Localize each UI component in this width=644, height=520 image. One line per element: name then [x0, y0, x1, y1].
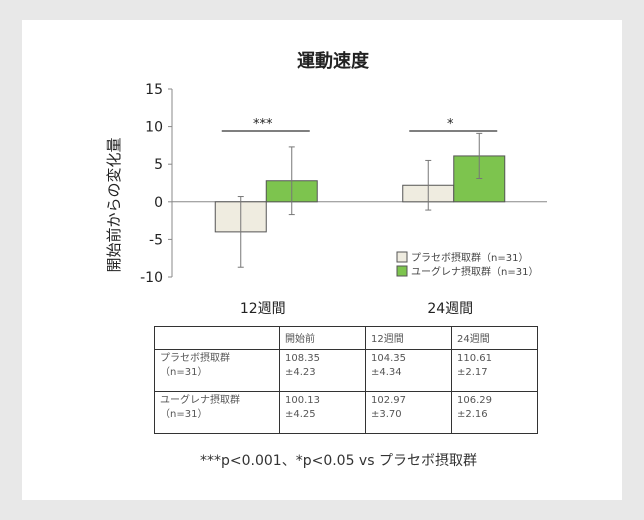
figure-card: 運動速度 開始前からの変化量 -10 -5 0 5 10 15 12週間 *** 24週間 * プラ… [22, 20, 622, 500]
table-cell: 108.35 ±4.23 [279, 349, 366, 392]
table-header-cell: 開始前 [279, 326, 366, 350]
table-row-label: ユーグレナ摂取群 （n=31） [154, 391, 280, 434]
table-cell: 100.13 ±4.25 [279, 391, 366, 434]
table-cell: 102.97 ±3.70 [365, 391, 452, 434]
y-axis-label: 開始前からの変化量 [105, 137, 123, 272]
y-tick-label: -10 [140, 270, 163, 286]
y-tick-label: 5 [154, 157, 163, 173]
legend-swatch [396, 251, 408, 263]
table-row-label: プラセボ摂取群 （n=31） [154, 349, 280, 392]
significance-marker: * [447, 117, 454, 132]
table-row: プラセボ摂取群 （n=31） 108.35 ±4.23 104.35 ±4.34 110.6… [154, 349, 538, 392]
table-cell: 106.29 ±2.16 [451, 391, 538, 434]
significance-marker: *** [253, 117, 273, 132]
table-header-cell: 12週間 [365, 326, 452, 350]
table-header-cell: 24週間 [451, 326, 538, 350]
stats-table: 開始前 12週間 24週間 プラセボ摂取群 （n=31） 108.35 ±4.23 104.… [154, 326, 538, 434]
y-tick-label: -5 [149, 232, 163, 248]
footnote: ***p<0.001、*p<0.05 vs プラセボ摂取群 [200, 453, 477, 469]
y-tick-label: 15 [145, 82, 163, 98]
table-row: ユーグレナ摂取群 （n=31） 100.13 ±4.25 102.97 ±3.70 106.… [154, 391, 538, 434]
bar-chart: 運動速度 開始前からの変化量 -10 -5 0 5 10 15 12週間 *** 24週間 * プラ… [105, 50, 547, 317]
x-category-label: 24週間 [427, 301, 473, 317]
table-cell: 110.61 ±2.17 [451, 349, 538, 392]
legend-label: ユーグレナ摂取群（n=31） [411, 265, 538, 278]
table-cell: 104.35 ±4.34 [365, 349, 452, 392]
chart-title: 運動速度 [297, 50, 370, 72]
legend-swatch [396, 265, 408, 277]
legend-label: プラセボ摂取群（n=31） [411, 251, 528, 264]
x-category-label: 12週間 [240, 301, 286, 317]
y-tick-label: 10 [145, 120, 163, 136]
table-corner-cell [154, 326, 280, 350]
y-tick-label: 0 [154, 195, 163, 211]
